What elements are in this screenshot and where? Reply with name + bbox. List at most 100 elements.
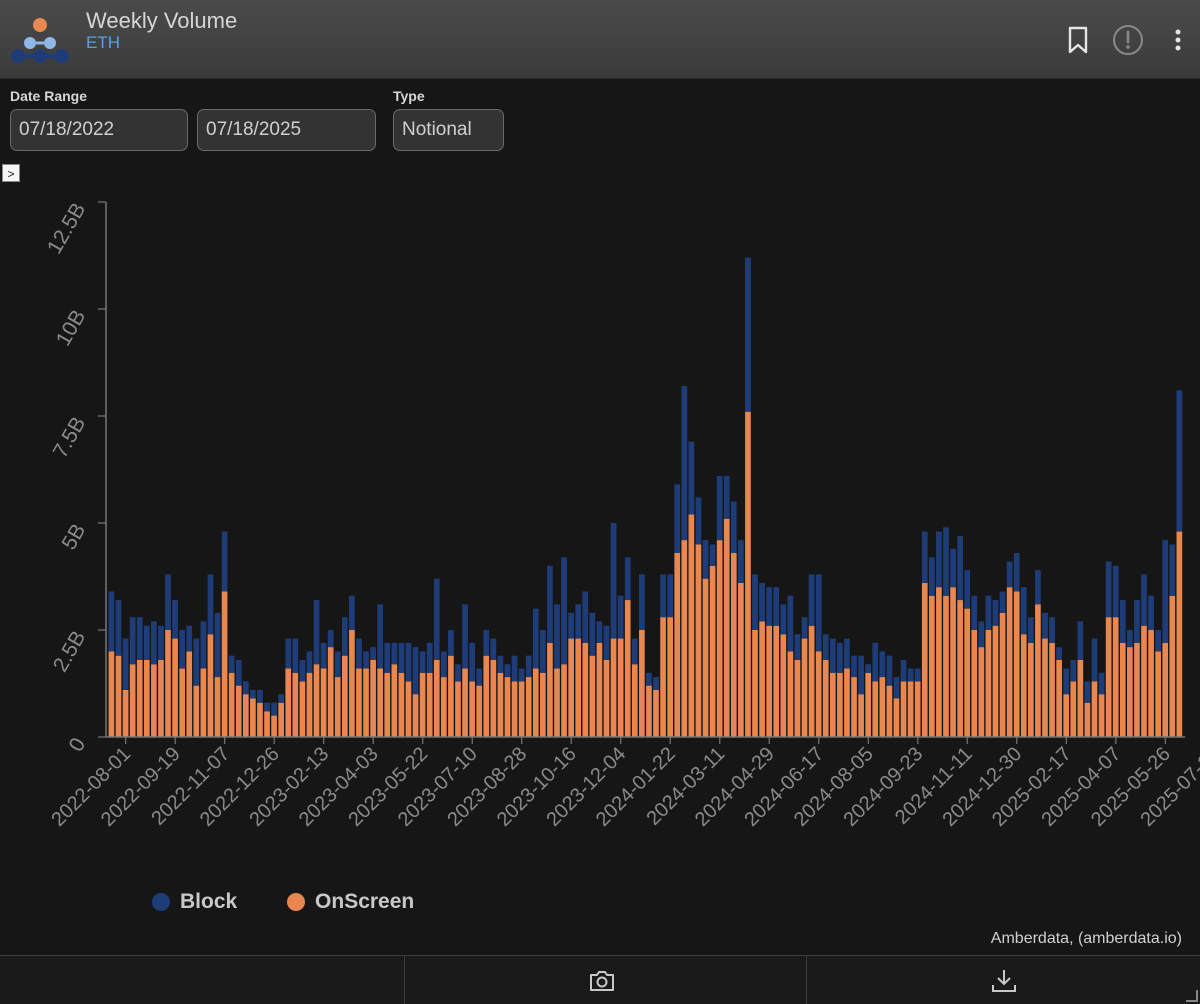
onscreen-bar: [391, 664, 398, 737]
onscreen-bar: [1134, 642, 1140, 737]
block-bar: [518, 668, 525, 682]
onscreen-bar: [1070, 681, 1077, 737]
onscreen-bar: [688, 514, 695, 737]
block-bar: [794, 634, 801, 660]
block-bar: [511, 655, 518, 682]
onscreen-bar: [610, 638, 617, 737]
filter-bar: Date Range Type: [0, 79, 1200, 163]
start-date-input[interactable]: [10, 109, 188, 151]
onscreen-bar: [448, 655, 454, 737]
camera-icon[interactable]: [587, 966, 617, 996]
resize-handle[interactable]: [1186, 990, 1198, 1002]
y-tick-label: 2.5B: [49, 627, 91, 676]
onscreen-bar: [540, 672, 546, 737]
block-bar: [957, 535, 963, 601]
block-bar: [653, 677, 659, 690]
expand-toggle[interactable]: >: [2, 164, 20, 182]
block-bar: [193, 638, 200, 686]
block-bar: [214, 612, 221, 678]
block-bar: [1056, 647, 1062, 660]
block-bar: [441, 651, 447, 678]
block-bar: [143, 625, 150, 660]
block-bar: [631, 638, 638, 665]
legend-item-onscreen[interactable]: OnScreen: [287, 890, 414, 914]
block-bar: [327, 630, 334, 648]
block-bar: [349, 595, 355, 630]
onscreen-bar: [193, 685, 200, 737]
block-bar: [858, 655, 864, 695]
block-bar: [391, 642, 398, 665]
onscreen-bar: [886, 685, 893, 737]
onscreen-bar: [879, 677, 886, 737]
onscreen-bar: [179, 668, 185, 737]
block-bar: [936, 531, 942, 588]
type-label: Type: [393, 88, 425, 104]
info-icon[interactable]: [1112, 22, 1144, 58]
onscreen-bar: [1063, 694, 1070, 737]
block-bar: [921, 531, 928, 583]
onscreen-bar: [462, 668, 468, 737]
block-bar: [1006, 561, 1013, 588]
block-bar: [426, 642, 433, 673]
onscreen-bar: [356, 668, 362, 737]
onscreen-bar: [702, 578, 709, 737]
end-date-input[interactable]: [197, 109, 376, 151]
block-bar: [1105, 561, 1112, 618]
block-bar: [688, 441, 695, 515]
block-bar: [179, 630, 185, 669]
onscreen-bar: [639, 630, 645, 737]
block-bar: [766, 587, 773, 626]
block-bar: [151, 621, 157, 665]
onscreen-bar: [1020, 634, 1027, 737]
y-tick-label: 5B: [58, 520, 91, 554]
onscreen-bar: [985, 630, 992, 737]
onscreen-bar: [1028, 642, 1034, 737]
onscreen-bar: [624, 600, 631, 737]
onscreen-bar: [511, 681, 518, 737]
block-bar: [1028, 617, 1034, 643]
onscreen-bar: [221, 591, 228, 737]
onscreen-bar: [730, 552, 737, 737]
onscreen-bar: [433, 659, 440, 737]
onscreen-bar: [808, 625, 815, 737]
onscreen-bar: [582, 642, 589, 737]
block-bar: [985, 595, 992, 630]
block-bar: [433, 578, 440, 660]
onscreen-bar: [547, 642, 553, 737]
block-bar: [115, 600, 122, 656]
block-bar: [448, 630, 454, 656]
block-bar: [455, 664, 461, 682]
block-bar: [971, 595, 978, 630]
type-select[interactable]: [393, 109, 504, 151]
more-vertical-icon[interactable]: [1162, 22, 1194, 58]
onscreen-bar: [631, 664, 638, 737]
block-bar: [1013, 552, 1020, 592]
data-credit: Amberdata, (amberdata.io): [990, 930, 1182, 947]
onscreen-bar: [1049, 642, 1055, 737]
onscreen-bar: [681, 540, 688, 737]
block-bar: [667, 574, 673, 618]
download-icon[interactable]: [989, 966, 1019, 996]
block-bar: [709, 544, 716, 566]
onscreen-bar: [794, 659, 801, 737]
block-bar: [787, 595, 794, 652]
bookmark-icon[interactable]: [1062, 22, 1094, 58]
footer-cell-left: [0, 956, 405, 1004]
onscreen-bar: [250, 698, 256, 737]
block-bar: [1162, 540, 1169, 643]
block-bar: [723, 475, 730, 519]
block-bar: [695, 497, 702, 545]
block-bar: [108, 591, 115, 652]
block-bar: [483, 630, 490, 656]
block-bar: [136, 617, 143, 660]
onscreen-bar: [334, 677, 341, 737]
onscreen-bar: [971, 630, 978, 737]
block-bar: [384, 642, 391, 673]
block-bar: [900, 659, 907, 682]
onscreen-bar: [950, 587, 956, 737]
block-bar: [462, 604, 468, 669]
y-tick-label: 0: [65, 734, 91, 756]
block-bar: [561, 557, 567, 665]
legend-item-block[interactable]: Block: [152, 890, 237, 914]
weekly-volume-chart: 02.5B5B7.5B10B12.5B2022-08-012022-09-192…: [43, 199, 1200, 831]
